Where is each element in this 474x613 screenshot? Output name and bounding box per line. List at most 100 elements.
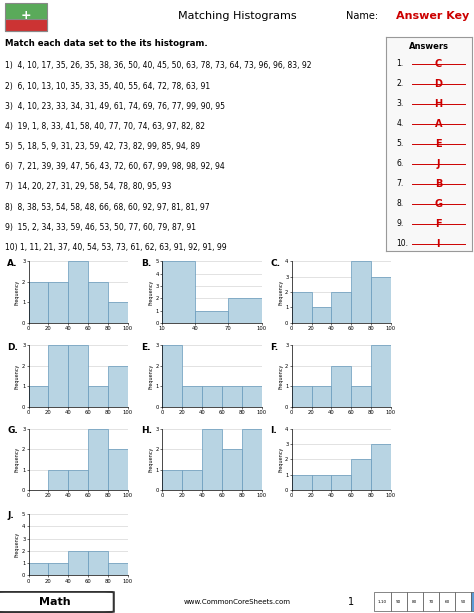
- Bar: [88, 429, 108, 490]
- Text: I.: I.: [270, 426, 277, 435]
- Bar: [311, 308, 331, 323]
- Text: D.: D.: [7, 343, 18, 352]
- Text: 1: 1: [348, 596, 354, 606]
- Bar: [471, 593, 474, 611]
- Text: 10.: 10.: [397, 239, 409, 248]
- Bar: [351, 261, 371, 323]
- Text: Name:: Name:: [346, 11, 378, 21]
- Bar: [222, 449, 242, 490]
- Bar: [68, 346, 88, 407]
- Bar: [202, 386, 222, 407]
- Y-axis label: Frequency: Frequency: [149, 364, 154, 389]
- Text: 7.: 7.: [397, 179, 404, 188]
- Bar: [351, 460, 371, 490]
- Bar: [5, 19, 47, 31]
- Y-axis label: Frequency: Frequency: [15, 447, 20, 472]
- Text: 3.: 3.: [397, 99, 404, 109]
- Text: D: D: [434, 79, 442, 89]
- Y-axis label: Frequency: Frequency: [149, 280, 154, 305]
- Text: 80: 80: [412, 600, 418, 604]
- Bar: [108, 563, 128, 576]
- Bar: [108, 366, 128, 407]
- Bar: [162, 261, 195, 323]
- Bar: [68, 551, 88, 576]
- Text: E.: E.: [141, 343, 150, 352]
- Text: Math: Math: [39, 596, 70, 606]
- Bar: [311, 386, 331, 407]
- Bar: [48, 346, 68, 407]
- Bar: [48, 282, 68, 323]
- Text: 50: 50: [460, 600, 466, 604]
- Bar: [374, 593, 391, 611]
- Text: A.: A.: [7, 259, 18, 268]
- Text: B: B: [435, 179, 442, 189]
- Bar: [351, 386, 371, 407]
- Bar: [331, 366, 351, 407]
- Bar: [311, 475, 331, 490]
- Text: 1-10: 1-10: [378, 600, 387, 604]
- Text: J: J: [437, 159, 440, 169]
- Bar: [5, 2, 47, 31]
- Text: 2)  6, 10, 13, 10, 35, 33, 35, 40, 55, 64, 72, 78, 63, 91: 2) 6, 10, 13, 10, 35, 33, 35, 40, 55, 64…: [5, 82, 210, 91]
- Bar: [162, 346, 182, 407]
- Bar: [108, 302, 128, 323]
- Y-axis label: Frequency: Frequency: [149, 447, 154, 472]
- Bar: [455, 593, 471, 611]
- Bar: [48, 563, 68, 576]
- Bar: [88, 551, 108, 576]
- Bar: [371, 346, 391, 407]
- Text: 8)  8, 38, 53, 54, 58, 48, 66, 68, 60, 92, 97, 81, 81, 97: 8) 8, 38, 53, 54, 58, 48, 66, 68, 60, 92…: [5, 203, 210, 211]
- Text: H: H: [434, 99, 442, 109]
- Bar: [48, 470, 68, 490]
- Text: 6)  7, 21, 39, 39, 47, 56, 43, 72, 60, 67, 99, 98, 98, 92, 94: 6) 7, 21, 39, 39, 47, 56, 43, 72, 60, 67…: [5, 162, 225, 171]
- Text: E: E: [435, 139, 442, 149]
- Bar: [242, 386, 262, 407]
- Y-axis label: Frequency: Frequency: [278, 447, 283, 472]
- Bar: [391, 593, 407, 611]
- Text: G: G: [434, 199, 442, 209]
- Text: 90: 90: [396, 600, 401, 604]
- Text: 9)  15, 2, 34, 33, 59, 46, 53, 50, 77, 60, 79, 87, 91: 9) 15, 2, 34, 33, 59, 46, 53, 50, 77, 60…: [5, 223, 196, 232]
- Y-axis label: Frequency: Frequency: [15, 532, 20, 557]
- Bar: [331, 475, 351, 490]
- Y-axis label: Frequency: Frequency: [15, 364, 20, 389]
- Text: 60: 60: [444, 600, 450, 604]
- Text: A: A: [435, 119, 442, 129]
- Bar: [371, 444, 391, 490]
- Bar: [439, 593, 455, 611]
- Text: 2.: 2.: [397, 79, 404, 88]
- Text: F: F: [435, 219, 442, 229]
- Bar: [195, 311, 228, 323]
- Text: C: C: [435, 59, 442, 69]
- Bar: [228, 299, 262, 323]
- Bar: [202, 429, 222, 490]
- Text: 3)  4, 10, 23, 33, 34, 31, 49, 61, 74, 69, 76, 77, 99, 90, 95: 3) 4, 10, 23, 33, 34, 31, 49, 61, 74, 69…: [5, 102, 225, 111]
- Bar: [292, 292, 311, 323]
- Text: B.: B.: [141, 259, 151, 268]
- Text: 4.: 4.: [397, 119, 404, 128]
- Bar: [88, 386, 108, 407]
- Y-axis label: Frequency: Frequency: [278, 364, 283, 389]
- Bar: [242, 429, 262, 490]
- Text: +: +: [21, 9, 31, 21]
- Bar: [371, 277, 391, 323]
- Bar: [28, 563, 48, 576]
- Bar: [162, 470, 182, 490]
- Text: H.: H.: [141, 426, 152, 435]
- Text: 6.: 6.: [397, 159, 404, 168]
- Text: Matching Histograms: Matching Histograms: [178, 11, 296, 21]
- Text: 4)  19, 1, 8, 33, 41, 58, 40, 77, 70, 74, 63, 97, 82, 82: 4) 19, 1, 8, 33, 41, 58, 40, 77, 70, 74,…: [5, 122, 205, 131]
- Text: J.: J.: [7, 511, 14, 520]
- Bar: [331, 292, 351, 323]
- Text: 1)  4, 10, 17, 35, 26, 35, 38, 36, 50, 40, 45, 50, 63, 78, 73, 64, 73, 96, 96, 8: 1) 4, 10, 17, 35, 26, 35, 38, 36, 50, 40…: [5, 61, 311, 70]
- Bar: [222, 386, 242, 407]
- Text: 8.: 8.: [397, 199, 404, 208]
- Bar: [68, 261, 88, 323]
- Text: 1.: 1.: [397, 59, 404, 68]
- Text: Match each data set to the its histogram.: Match each data set to the its histogram…: [5, 39, 208, 48]
- Bar: [68, 470, 88, 490]
- Bar: [292, 475, 311, 490]
- Y-axis label: Frequency: Frequency: [278, 280, 283, 305]
- Text: Answers: Answers: [409, 42, 449, 51]
- Text: Answer Key: Answer Key: [396, 11, 469, 21]
